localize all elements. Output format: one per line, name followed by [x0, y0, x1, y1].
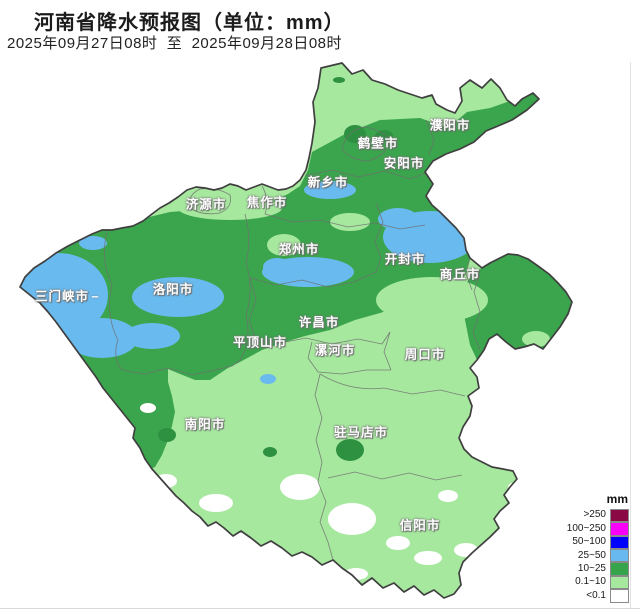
page-title: 河南省降水预报图（单位：mm） — [34, 12, 345, 34]
precip-zone-25-50 — [260, 374, 276, 384]
city-label: 濮阳市 — [429, 118, 471, 133]
legend-unit-label: mm — [606, 492, 628, 507]
legend-row: >250 — [567, 508, 629, 523]
city-label: 鹤壁市 — [357, 136, 399, 151]
city-label: 焦作市 — [246, 195, 288, 210]
legend-row: 50~100 — [567, 535, 629, 549]
precip-zone-light-hole — [178, 196, 282, 220]
legend-color-swatch — [610, 575, 629, 590]
precip-zone-light-hole — [522, 331, 550, 347]
legend-row: 25~50 — [567, 548, 629, 563]
frame-line-bottom — [0, 608, 640, 609]
legend-row: 10~25 — [567, 562, 629, 576]
frame-line-right — [630, 62, 631, 608]
city-label: 安阳市 — [383, 156, 425, 171]
legend-rows: >250 100~250 50~100 25~50 10~25 0.1~10 <0.1 — [566, 508, 629, 603]
legend: mm >250 100~250 50~100 25~50 10~25 0.1~10 <0.1 — [566, 492, 629, 603]
precip-zone-below-01 — [199, 494, 233, 512]
legend-color-swatch — [610, 548, 629, 563]
province-outline — [19, 62, 573, 599]
precip-zone-light-hole — [376, 277, 488, 323]
precip-zone-below-01 — [386, 536, 410, 550]
legend-range-label: 100~250 — [566, 522, 606, 534]
city-label: 洛阳市 — [152, 282, 194, 297]
legend-color-swatch — [610, 508, 629, 523]
legend-row: 0.1~10 — [567, 575, 629, 590]
city-label: 南阳市 — [184, 417, 226, 432]
precip-zone-below-01 — [280, 474, 320, 500]
precip-zone-below-01 — [414, 551, 442, 565]
legend-row: <0.1 — [567, 589, 629, 603]
city-label: 驻马店市 — [333, 425, 389, 440]
city-label: 郑州市 — [278, 242, 320, 257]
precip-zone-25-50 — [263, 258, 291, 276]
precip-zone-25-50 — [378, 208, 418, 230]
precip-zone-25-50 — [132, 277, 224, 317]
city-label: 商丘市 — [439, 267, 481, 282]
legend-row: 100~250 — [566, 522, 629, 536]
city-label: 平顶山市 — [232, 335, 288, 350]
precip-spot-dark-green — [344, 125, 366, 143]
precip-zone-25-50 — [304, 181, 356, 199]
precip-zone-25-50 — [124, 323, 180, 349]
legend-color-swatch — [610, 562, 629, 576]
legend-range-label: 10~25 — [577, 563, 606, 575]
legend-color-swatch — [610, 535, 629, 549]
precip-zone-light-hole — [330, 213, 370, 231]
legend-range-label: 50~100 — [572, 536, 606, 548]
sanmenxia-station-dash: – — [91, 288, 99, 304]
legend-color-swatch — [610, 589, 629, 603]
legend-range-label: 0.1~10 — [575, 576, 606, 588]
precip-zone-below-01 — [438, 490, 458, 502]
city-label: 信阳市 — [399, 518, 441, 533]
forecast-period: 2025年09月27日08时 至 2025年09月28日08时 — [7, 35, 343, 52]
precip-zone-below-01 — [140, 403, 156, 413]
precip-zone-below-01 — [328, 503, 376, 535]
precip-spot-dark-green — [263, 447, 277, 457]
city-label: 开封市 — [384, 252, 426, 267]
legend-range-label: <0.1 — [586, 589, 606, 601]
precip-zone-25-50 — [66, 318, 138, 358]
city-label: 许昌市 — [298, 315, 340, 330]
precip-zone-light-hole — [267, 234, 301, 256]
precip-spot-dark-green — [158, 428, 176, 442]
city-label: 济源市 — [185, 197, 227, 212]
header: 河南省降水预报图（单位：mm） 2025年09月27日08时 至 2025年09… — [0, 0, 640, 60]
prefecture-boundaries — [104, 119, 481, 561]
legend-range-label: >250 — [583, 509, 606, 521]
precip-spot-dark-green — [336, 439, 364, 461]
legend-range-label: 25~50 — [577, 549, 606, 561]
legend-color-swatch — [610, 522, 629, 536]
precip-spot-dark-green — [333, 77, 345, 83]
precip-zone-25-50 — [79, 236, 107, 250]
city-label: 三门峡市 — [34, 289, 90, 304]
city-label: 周口市 — [404, 347, 446, 362]
city-label: 新乡市 — [307, 175, 349, 190]
city-label: 漯河市 — [314, 343, 356, 358]
